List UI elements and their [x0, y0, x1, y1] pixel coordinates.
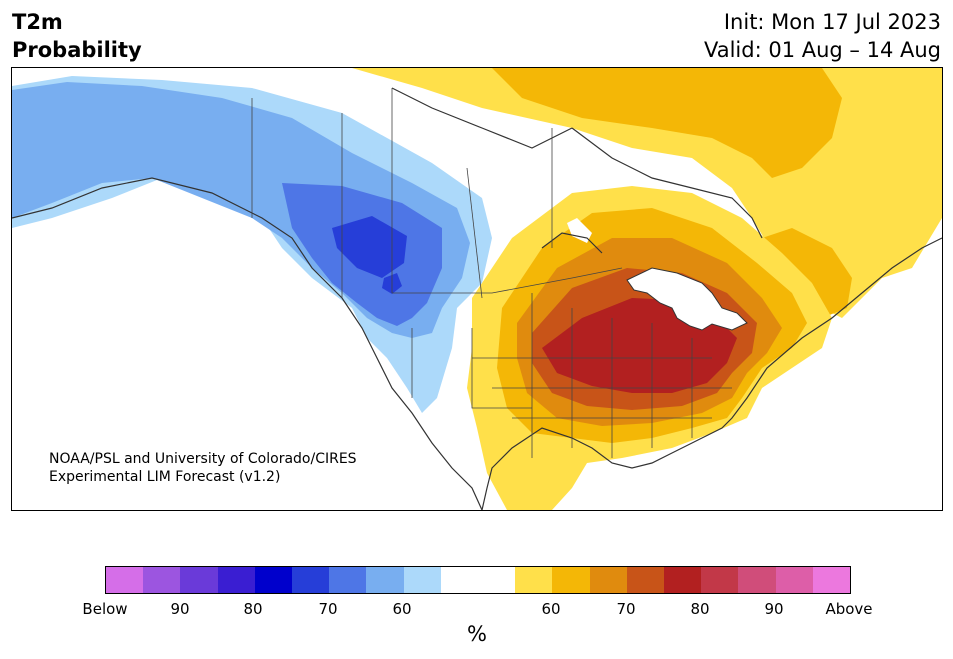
- colorbar-segment: [478, 567, 516, 593]
- colorbar-segment: [589, 567, 627, 593]
- colorbar-tick-label: 90: [764, 600, 784, 618]
- init-date: Init: Mon 17 Jul 2023: [723, 10, 941, 34]
- colorbar-segment: [552, 567, 590, 593]
- colorbar-segment: [106, 567, 144, 593]
- below-90-region: [332, 216, 407, 278]
- colorbar-segment: [664, 567, 702, 593]
- colorbar-tick-label: 60: [541, 600, 561, 618]
- title-line-1: T2m: [12, 10, 63, 34]
- colorbar-segment: [626, 567, 665, 593]
- colorbar-segment: [217, 567, 255, 593]
- colorbar-segment: [143, 567, 181, 593]
- colorbar-segment: [701, 567, 739, 593]
- colorbar-segment: [812, 567, 851, 593]
- colorbar-segment: [292, 567, 330, 593]
- colorbar-tick-label: 90: [170, 600, 190, 618]
- colorbar-tick-label: 80: [690, 600, 710, 618]
- credit-line-1: NOAA/PSL and University of Colorado/CIRE…: [49, 451, 357, 467]
- colorbar-segment: [403, 567, 441, 593]
- colorbar-tick-label: 60: [392, 600, 412, 618]
- title-line-2: Probability: [12, 38, 142, 62]
- colorbar-segment: [254, 567, 293, 593]
- probability-map: [12, 68, 942, 510]
- valid-range: Valid: 01 Aug – 14 Aug: [703, 38, 941, 62]
- colorbar-segment: [366, 567, 404, 593]
- colorbar-segment: [180, 567, 218, 593]
- hudson-strait-lake: [567, 218, 592, 243]
- forecast-dates: Init: Mon 17 Jul 2023 Valid: 01 Aug – 14…: [704, 8, 941, 64]
- political-borders: [251, 88, 732, 458]
- colorbar-tick-label: 70: [616, 600, 636, 618]
- map-title: T2m Probability: [12, 8, 142, 64]
- colorbar-segment: [440, 567, 479, 593]
- colorbar-segment: [775, 567, 813, 593]
- credit-text: NOAA/PSL and University of Colorado/CIRE…: [49, 450, 357, 486]
- colorbar-segment: [329, 567, 367, 593]
- colorbar-segment: [515, 567, 553, 593]
- colorbar: [105, 566, 851, 594]
- colorbar-tick-label: 80: [243, 600, 263, 618]
- great-lakes: [626, 267, 748, 331]
- colorbar-tick-label: Above: [825, 600, 873, 618]
- credit-line-2: Experimental LIM Forecast (v1.2): [49, 469, 281, 485]
- colorbar-tick-label: 70: [318, 600, 338, 618]
- colorbar-tick-label: Below: [82, 600, 128, 618]
- colorbar-unit-label: %: [467, 622, 487, 646]
- above-70-northeast: [492, 68, 842, 178]
- colorbar-segment: [738, 567, 776, 593]
- map-panel: [11, 67, 943, 511]
